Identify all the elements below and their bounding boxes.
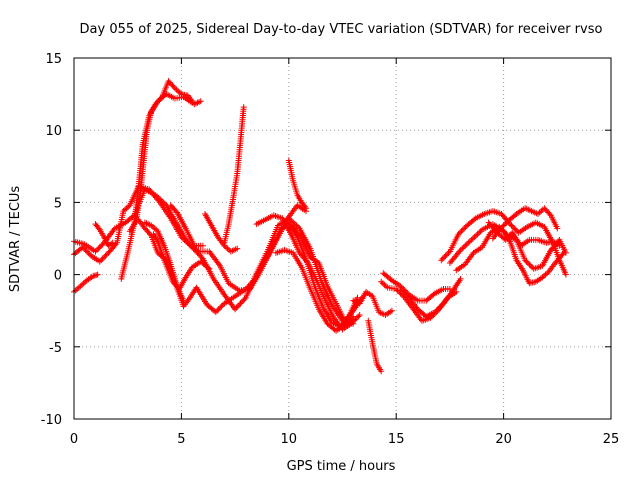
- series-arc-4: [92, 221, 116, 249]
- series-markers: [167, 202, 206, 249]
- series-markers: [285, 157, 309, 212]
- series-arc-10: [167, 202, 206, 249]
- series-markers: [380, 270, 453, 304]
- y-tick-label: 5: [54, 196, 62, 211]
- series-arc-15: [272, 247, 357, 334]
- series-arc-12: [221, 104, 247, 246]
- chart-title: Day 055 of 2025, Sidereal Day-to-day VTE…: [80, 22, 603, 37]
- series-markers: [397, 275, 464, 320]
- series-arc-17: [350, 288, 395, 318]
- series-markers: [253, 212, 363, 333]
- series-arc-20: [380, 270, 453, 304]
- series-arc-26: [489, 205, 561, 242]
- y-axis-label: SDTVAR / TECUs: [8, 186, 23, 293]
- x-tick-label: 10: [281, 432, 298, 447]
- series-markers: [485, 219, 563, 249]
- axis-ticks: 0 5 10 15 20 25 -10 -5 0 5 10 15: [41, 52, 620, 447]
- y-tick-label: -10: [41, 413, 62, 428]
- y-tick-label: 15: [45, 52, 62, 67]
- series-arc-21: [397, 275, 464, 320]
- x-tick-label: 15: [388, 432, 405, 447]
- y-tick-label: 10: [45, 124, 62, 139]
- series-arc-11: [202, 211, 241, 255]
- series-markers: [150, 231, 213, 292]
- series-markers: [290, 223, 365, 324]
- series-arc-23: [446, 221, 567, 287]
- series-markers: [489, 205, 561, 242]
- series-markers: [92, 221, 116, 249]
- series-markers: [221, 104, 247, 246]
- x-axis-label: GPS time / hours: [287, 459, 396, 474]
- x-tick-label: 0: [70, 432, 78, 447]
- x-tick-label: 5: [177, 432, 185, 447]
- series-markers: [126, 91, 196, 235]
- series-arc-14: [253, 212, 363, 333]
- series-arc-22: [438, 208, 569, 278]
- series-arc-9: [150, 231, 213, 292]
- series-arc-16: [290, 223, 365, 324]
- series-arc-6: [126, 91, 196, 235]
- x-tick-label: 20: [495, 432, 512, 447]
- series-markers: [272, 247, 357, 334]
- series-line: [382, 272, 451, 302]
- data-series: [71, 78, 569, 375]
- series-markers: [202, 211, 241, 255]
- series-arc-18: [365, 317, 385, 375]
- series-arc-25: [485, 219, 563, 249]
- plot-frame: [73, 57, 612, 420]
- x-tick-label: 25: [603, 432, 620, 447]
- series-markers: [365, 317, 385, 375]
- y-tick-label: -5: [49, 341, 62, 356]
- y-tick-label: 0: [54, 269, 62, 284]
- series-markers: [446, 221, 567, 287]
- grid: [74, 58, 611, 419]
- series-markers: [350, 288, 395, 318]
- series-markers: [438, 208, 569, 278]
- series-arc-13: [285, 157, 309, 212]
